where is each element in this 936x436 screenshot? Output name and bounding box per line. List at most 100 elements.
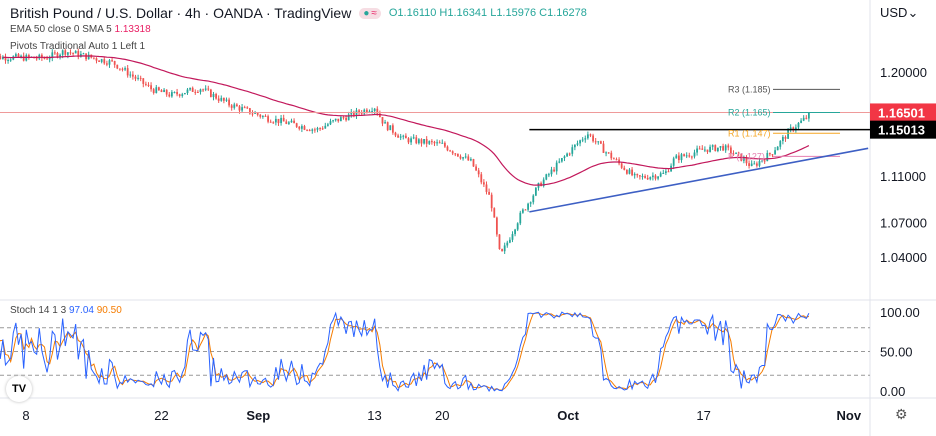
candle-body <box>295 123 298 127</box>
candle-body <box>274 118 277 123</box>
candle-body <box>571 147 574 154</box>
candle-body <box>735 152 737 154</box>
currency-selector[interactable]: USD⌄ <box>880 5 918 21</box>
currency-label: USD <box>880 5 908 20</box>
candle-body <box>69 52 72 54</box>
candle-body <box>761 160 763 162</box>
candle-body <box>805 117 808 119</box>
candle-body <box>732 153 735 155</box>
candle-body <box>688 155 691 157</box>
candle-body <box>651 175 654 178</box>
candle-body <box>163 89 165 93</box>
candle-body <box>306 129 308 131</box>
candle-body <box>64 50 67 55</box>
candle-body <box>79 53 82 57</box>
candle-body <box>724 145 727 151</box>
candle-body <box>779 141 782 147</box>
candle-body <box>534 187 537 196</box>
time-tick: 8 <box>22 408 29 423</box>
candle-body <box>683 154 685 156</box>
candle-body <box>607 152 610 154</box>
candle-body <box>137 77 139 79</box>
candle-body <box>425 138 428 144</box>
candle-body <box>334 118 337 121</box>
candle-body <box>625 169 628 174</box>
candle-body <box>490 194 493 209</box>
stoch-tick: 0.00 <box>880 384 905 399</box>
candle-body <box>469 159 472 161</box>
candle-body <box>20 55 22 58</box>
candle-body <box>337 118 340 122</box>
candle-body <box>485 184 488 192</box>
candle-body <box>269 121 272 123</box>
candle-body <box>287 122 290 124</box>
candle-body <box>623 167 626 170</box>
candle-body <box>191 87 194 92</box>
candle-body <box>77 51 80 57</box>
candle-body <box>56 53 59 58</box>
trendline <box>529 147 869 213</box>
candle-body <box>519 212 522 224</box>
candle-body <box>321 128 324 130</box>
candle-body <box>693 152 696 157</box>
candle-body <box>677 155 680 161</box>
ema-legend[interactable]: EMA 50 close 0 SMA 5 1.13318 <box>10 24 151 35</box>
candle-body <box>228 99 230 106</box>
candle-body <box>696 148 698 153</box>
market-status-badge[interactable]: ● ≈ <box>359 7 381 19</box>
candle-body <box>581 139 584 141</box>
price-tick: 1.11000 <box>880 169 926 184</box>
candle-body <box>316 128 319 130</box>
candle-body <box>462 157 464 159</box>
candle-body <box>157 87 160 91</box>
candle-body <box>313 129 316 131</box>
candle-body <box>566 153 568 157</box>
candle-body <box>592 135 594 142</box>
chart-header: British Pound / U.S. Dollar · 4h · OANDA… <box>10 5 587 21</box>
candle-body <box>43 58 46 60</box>
candle-body <box>573 144 576 148</box>
candle-body <box>233 104 236 108</box>
candle-body <box>87 54 90 60</box>
stoch-legend[interactable]: Stoch 14 1 3 97.04 90.50 <box>10 305 122 316</box>
symbol-title[interactable]: British Pound / U.S. Dollar · 4h · OANDA… <box>10 5 352 21</box>
candle-body <box>371 110 373 112</box>
candle-body <box>144 83 147 85</box>
candle-body <box>508 239 511 243</box>
candle-body <box>521 209 524 213</box>
candle-body <box>178 94 181 96</box>
candle-body <box>532 195 535 203</box>
candle-body <box>459 156 462 159</box>
candle-body <box>66 52 69 55</box>
candle-body <box>82 53 85 55</box>
candle-body <box>646 177 649 180</box>
candle-body <box>664 171 667 173</box>
candle-body <box>511 234 514 240</box>
candle-body <box>579 140 581 144</box>
candle-body <box>181 94 184 96</box>
candle-body <box>92 57 95 59</box>
settings-gear-icon[interactable]: ⚙ <box>895 406 908 422</box>
pivots-legend[interactable]: Pivots Traditional Auto 1 Left 1 <box>10 41 146 52</box>
candle-body <box>750 163 753 167</box>
candle-body <box>212 94 215 97</box>
candle-body <box>636 173 639 176</box>
candle-body <box>672 158 675 166</box>
stoch-d-value: 90.50 <box>96 305 122 316</box>
candle-body <box>542 179 545 187</box>
candle-body <box>436 142 438 144</box>
candle-body <box>196 91 199 93</box>
stoch-tick: 100.00 <box>880 305 920 320</box>
candle-body <box>415 137 418 144</box>
candle-body <box>675 155 678 159</box>
candle-body <box>280 117 282 124</box>
candle-body <box>605 152 607 154</box>
candle-body <box>602 143 605 153</box>
candle-body <box>363 109 366 114</box>
tradingview-logo[interactable]: TV <box>6 376 32 402</box>
candle-body <box>456 153 459 157</box>
candle-body <box>495 217 498 235</box>
candle-body <box>46 58 48 60</box>
candle-body <box>451 151 454 154</box>
